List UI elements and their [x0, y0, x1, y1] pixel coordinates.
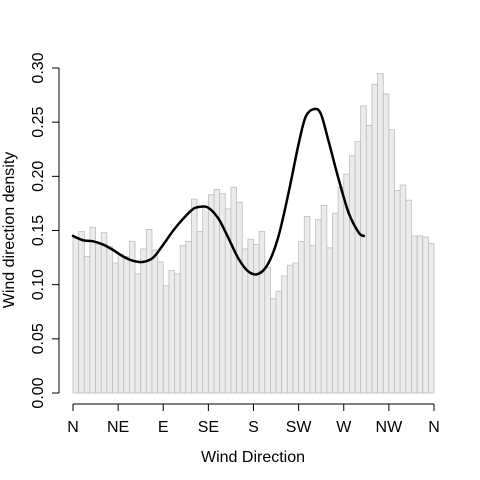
histogram-bar	[405, 199, 412, 394]
histogram-bar	[106, 246, 113, 394]
histogram-bar	[354, 141, 362, 394]
histogram-bar	[320, 205, 328, 394]
x-tick-label: NE	[107, 419, 129, 436]
histogram-bar	[168, 270, 175, 394]
histogram-bar	[202, 206, 209, 394]
histogram-bar	[416, 235, 424, 394]
x-tick-label: SE	[198, 419, 219, 436]
histogram-bar	[151, 249, 159, 394]
histogram-bar	[179, 245, 187, 394]
histogram-bar	[394, 190, 401, 394]
histogram-bar	[365, 125, 373, 394]
y-tick-label: 0.20	[30, 161, 47, 192]
histogram-bar	[298, 240, 305, 394]
histogram-bar	[95, 244, 102, 394]
histogram-bar	[191, 198, 198, 394]
x-tick-label: E	[158, 419, 169, 436]
histogram-bar	[427, 243, 435, 394]
histogram-bar	[258, 231, 266, 394]
x-tick-label: SW	[286, 419, 313, 436]
y-tick-label: 0.00	[30, 377, 47, 408]
histogram-bar	[348, 155, 356, 394]
y-tick-label: 0.25	[30, 106, 47, 137]
histogram-bar	[174, 273, 181, 394]
histogram-bar	[185, 240, 192, 394]
histogram-bar	[270, 298, 277, 394]
histogram-bar	[264, 266, 271, 394]
y-axis: 0.00 0.05 0.10 0.15 0.20 0.25 0.30	[30, 52, 60, 409]
y-axis-title: Wind direction density	[1, 152, 18, 309]
histogram-bar	[129, 240, 136, 394]
histogram-bar	[382, 93, 390, 394]
histogram-bar	[371, 83, 378, 394]
histogram-bar	[162, 285, 170, 394]
histogram-bar	[411, 235, 418, 394]
histogram-bar	[360, 105, 367, 394]
histogram-bar	[78, 231, 85, 394]
x-axis: N NE E SE S SW W NW N	[67, 403, 440, 436]
histogram-bar	[309, 245, 316, 394]
histogram-bar	[377, 73, 384, 394]
x-axis-title: Wind Direction	[201, 449, 305, 466]
histogram-bars	[72, 73, 435, 394]
x-tick-label: N	[428, 419, 440, 436]
histogram-bar	[207, 194, 215, 394]
x-tick-label: S	[248, 419, 259, 436]
y-tick-label: 0.10	[30, 269, 47, 300]
histogram-bar	[123, 256, 130, 394]
histogram-bar	[100, 232, 108, 394]
histogram-bar	[117, 253, 125, 394]
histogram-bar	[72, 237, 80, 394]
histogram-bar	[134, 273, 142, 394]
histogram-bar	[275, 290, 283, 394]
histogram-bar	[332, 212, 339, 394]
histogram-bar	[422, 236, 429, 394]
histogram-bar	[89, 226, 96, 394]
histogram-bar	[388, 129, 395, 394]
histogram-bar	[230, 186, 237, 394]
histogram-bar	[281, 275, 288, 394]
density-curve	[71, 107, 366, 276]
histogram-bar	[157, 261, 164, 394]
y-tick-label: 0.15	[30, 215, 47, 246]
histogram-bar	[145, 229, 153, 394]
histogram-bar	[196, 231, 204, 394]
histogram-bar	[399, 184, 407, 394]
y-tick-label: 0.30	[30, 52, 47, 83]
histogram-bar	[253, 244, 260, 394]
histogram-bar	[326, 247, 333, 394]
histogram-bar	[112, 262, 119, 394]
histogram-bar	[83, 256, 91, 394]
histogram-bar	[140, 248, 147, 394]
histogram-bar	[315, 219, 322, 394]
histogram-bar	[247, 238, 254, 394]
x-tick-label: N	[67, 419, 79, 436]
x-tick-label: NW	[376, 419, 404, 436]
histogram-bar	[236, 201, 243, 394]
histogram-bar	[292, 262, 300, 394]
histogram-bar	[337, 186, 345, 394]
y-tick-label: 0.05	[30, 323, 47, 354]
histogram-bar	[303, 216, 311, 394]
histogram-bar	[286, 264, 294, 394]
x-tick-label: W	[336, 419, 352, 436]
